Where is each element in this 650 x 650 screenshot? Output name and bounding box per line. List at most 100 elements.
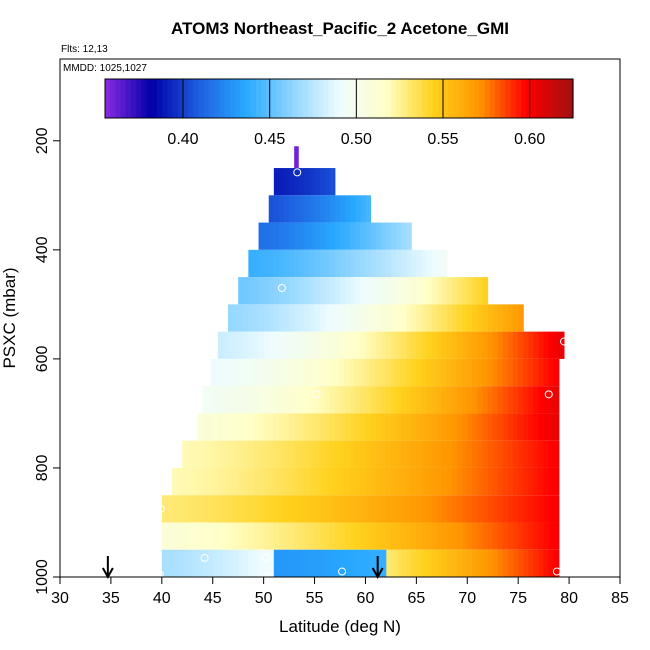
heatmap-cell — [416, 495, 422, 523]
heatmap-cell — [299, 249, 305, 278]
colorbar-swatch — [339, 79, 345, 118]
heatmap-cell — [421, 249, 428, 278]
heatmap-cell — [294, 195, 300, 223]
heatmap-cell — [278, 249, 285, 278]
heatmap-cell — [538, 549, 545, 577]
heatmap-cell — [461, 358, 468, 387]
heatmap-cell — [304, 440, 310, 468]
heatmap-cell — [441, 249, 448, 278]
colorbar-swatch — [214, 79, 220, 118]
heatmap-cell — [253, 413, 260, 441]
heatmap-cell — [238, 549, 244, 577]
heatmap-cell — [243, 549, 249, 577]
colorbar-frame — [104, 78, 574, 119]
heatmap-cell — [340, 195, 346, 223]
heatmap-cell — [406, 331, 412, 359]
colorbar-swatch — [448, 79, 454, 118]
heatmap-cell — [299, 549, 305, 577]
heatmap-cell — [472, 467, 478, 496]
heatmap-cell — [446, 495, 453, 523]
heatmap-cell — [401, 467, 407, 496]
heatmap-cell — [472, 331, 478, 359]
heatmap-cell — [518, 522, 524, 550]
heatmap-cell — [370, 495, 377, 523]
y-axis: 200 400 600 800 1000 — [34, 127, 60, 595]
heatmap-cell — [553, 440, 560, 468]
heatmap-cell — [401, 549, 407, 577]
heatmap-cell — [263, 277, 270, 305]
heatmap-cell — [273, 168, 280, 196]
heatmap-cell — [268, 331, 275, 359]
heatmap-cell — [340, 277, 346, 305]
heatmap-cell — [289, 440, 295, 468]
heatmap-cell — [523, 386, 529, 414]
heatmap-cell — [161, 549, 168, 577]
heatmap-cell — [355, 249, 361, 278]
heatmap-cell — [370, 386, 377, 414]
heatmap-cell — [446, 413, 453, 441]
colorbar-swatch — [495, 79, 501, 118]
heatmap-cell — [385, 222, 392, 250]
colorbar-swatch — [281, 79, 288, 118]
heatmap-cell — [487, 413, 494, 441]
heatmap-cell — [360, 549, 366, 577]
heatmap-cell — [324, 277, 331, 305]
heatmap-cell — [263, 331, 270, 359]
heatmap-cell — [467, 304, 473, 332]
heatmap-cell — [467, 386, 473, 414]
heatmap-cell — [340, 222, 346, 250]
heatmap-cell — [207, 413, 214, 441]
heatmap-cell — [350, 522, 356, 550]
heatmap-cell — [253, 386, 260, 414]
heatmap-cell — [329, 386, 336, 414]
colorbar-tick-label: 0.60 — [514, 131, 545, 148]
heatmap-cell — [385, 413, 392, 441]
heatmap-cell — [248, 413, 254, 441]
heatmap-cell — [248, 304, 254, 332]
heatmap-cell — [426, 440, 433, 468]
heatmap-cell — [497, 304, 504, 332]
heatmap-cell — [329, 413, 336, 441]
heatmap-cell — [243, 467, 249, 496]
heatmap-cell — [314, 413, 321, 441]
heatmap-cell — [441, 440, 448, 468]
heatmap-cell — [375, 467, 382, 496]
heatmap-cell — [261, 358, 268, 387]
heatmap-cell — [523, 549, 529, 577]
heatmap-cell — [364, 358, 370, 387]
heatmap-cell — [334, 467, 341, 496]
heatmap-cell — [512, 358, 519, 387]
heatmap-cell — [319, 440, 326, 468]
heatmap-cell — [380, 467, 387, 496]
heatmap-cell — [406, 304, 412, 332]
heatmap-cell — [385, 249, 392, 278]
heatmap-cell — [467, 467, 473, 496]
heatmap-cell — [258, 549, 265, 577]
heatmap-cell — [553, 467, 560, 496]
heatmap-cell — [426, 386, 433, 414]
heatmap-cell — [177, 467, 183, 496]
heatmap-cell — [278, 495, 285, 523]
heatmap-cell — [462, 413, 468, 441]
colorbar-swatch — [536, 79, 543, 118]
heatmap-cell — [177, 522, 183, 550]
colorbar-swatch — [344, 79, 350, 118]
heatmap-cell — [324, 331, 331, 359]
heatmap-cell — [253, 440, 260, 468]
heatmap-cell — [431, 522, 438, 550]
heatmap-cell — [278, 413, 285, 441]
heatmap-cell — [355, 467, 361, 496]
heatmap-cell — [390, 549, 397, 577]
heatmap-cell — [263, 413, 270, 441]
heatmap-cell — [343, 358, 350, 387]
heatmap-cell — [340, 304, 346, 332]
heatmap-cell — [258, 413, 265, 441]
heatmap-cell — [518, 304, 524, 332]
heatmap-cell — [314, 549, 321, 577]
heatmap-cell — [415, 358, 422, 387]
colorbar-tick-label: 0.40 — [167, 131, 198, 148]
heatmap-cell — [369, 358, 376, 387]
heatmap-cell — [350, 467, 356, 496]
heatmap-cell — [425, 358, 432, 387]
heatmap-cell — [304, 168, 310, 196]
